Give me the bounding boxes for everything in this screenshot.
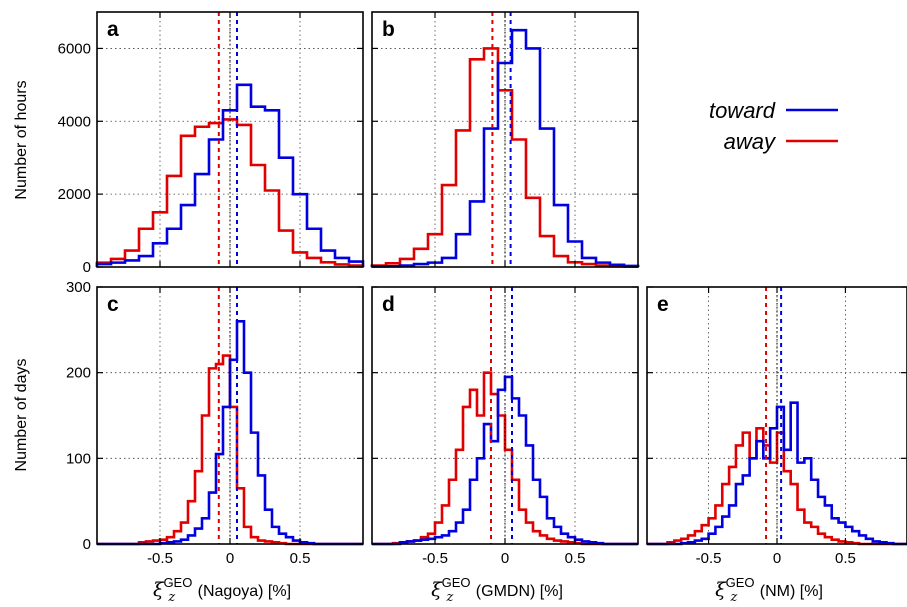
y-axis-label-hours: Number of hours [13, 80, 30, 199]
x-axis-label: ξGEO z (Nagoya) [%] [153, 575, 291, 605]
x-tick-label-2: 0.5 [565, 550, 586, 567]
y-tick-label-3: 6000 [58, 40, 91, 57]
legend-label-toward: toward [709, 98, 776, 123]
y-tick-label-1: 100 [66, 450, 91, 467]
panel-letter: b [382, 18, 395, 41]
y-tick-label-0: 0 [83, 259, 91, 276]
y-tick-label-1: 2000 [58, 186, 91, 203]
legend: toward away [709, 98, 838, 154]
panel-c: 0 100 200 300 -0.5 0 0.5 c ξGEO z (Nagoya) [%] [66, 279, 364, 605]
y-tick-label-0: 0 [83, 536, 91, 553]
histogram-toward [95, 83, 365, 267]
x-tick-label-2: 0.5 [835, 550, 856, 567]
x-tick-label-0: -0.5 [147, 550, 173, 567]
histogram-toward [97, 319, 363, 546]
panel-letter: d [382, 293, 395, 316]
histogram-toward [647, 401, 907, 546]
x-tick-label-1: 0 [226, 550, 234, 567]
panel-e: -0.5 0 0.5 e ξGEO z (NM) [%] [646, 286, 907, 605]
histogram-toward [370, 28, 640, 268]
x-tick-label-0: -0.5 [422, 550, 448, 567]
panel-letter: e [657, 293, 669, 316]
x-tick-label-2: 0.5 [290, 550, 311, 567]
panels: 0 2000 4000 6000 a b 0 100 200 300 -0.5 0 0.5 c ξGEO z … [58, 11, 907, 605]
y-tick-label-2: 4000 [58, 113, 91, 130]
x-tick-label-1: 0 [773, 550, 781, 567]
x-axis-label: ξGEO z (GMDN) [%] [431, 575, 563, 605]
histogram-toward [372, 375, 638, 546]
x-tick-label-1: 0 [501, 550, 509, 567]
panel-d: -0.5 0 0.5 d ξGEO z (GMDN) [%] [371, 286, 639, 605]
histogram-away [95, 118, 365, 267]
panel-a: 0 2000 4000 6000 a [58, 11, 365, 276]
x-tick-label-0: -0.5 [696, 550, 722, 567]
legend-label-away: away [724, 129, 777, 154]
y-axis-label-days: Number of days [13, 359, 30, 472]
y-tick-label-2: 200 [66, 365, 91, 382]
panel-letter: a [107, 18, 119, 41]
panel-b: b [370, 11, 640, 268]
panel-letter: c [107, 293, 119, 316]
y-tick-label-3: 300 [66, 279, 91, 296]
x-axis-label: ξGEO z (NM) [%] [715, 575, 823, 605]
histogram-away [370, 47, 640, 268]
